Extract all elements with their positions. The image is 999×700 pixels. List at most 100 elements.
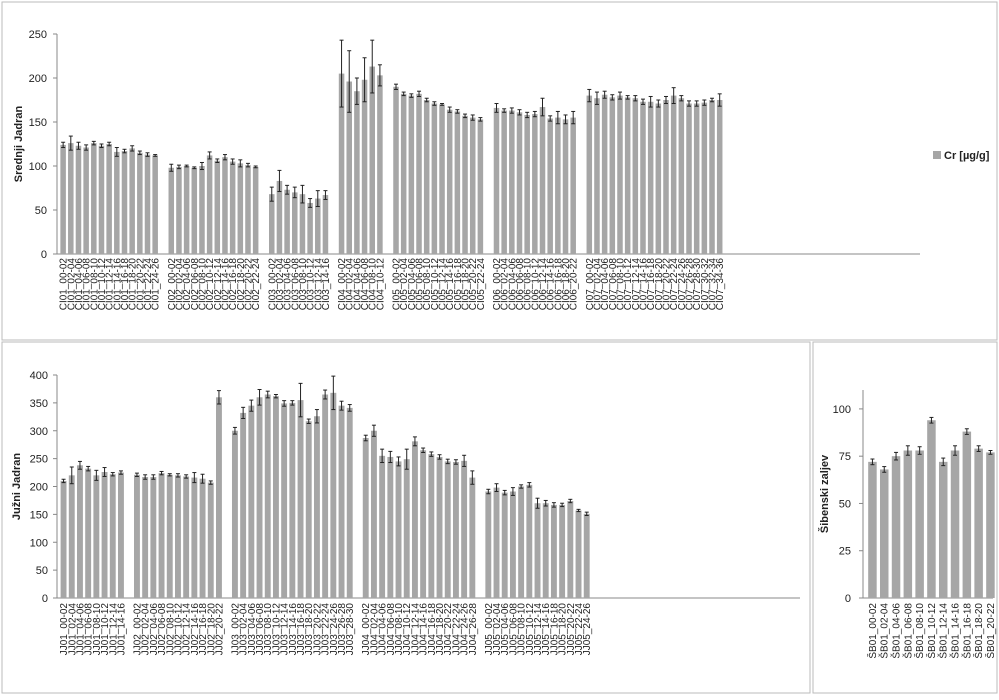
x-category-label: JJ05_22-24 — [574, 603, 585, 656]
bar — [501, 110, 507, 254]
x-category-label: JJ03_08-10 — [263, 603, 274, 656]
bar — [150, 477, 157, 598]
bar — [168, 167, 175, 254]
bar — [532, 114, 538, 254]
x-category-label: CI07_12-14 — [631, 258, 642, 311]
error-bar — [663, 95, 668, 105]
x-category-label: CI05_06-08 — [415, 258, 426, 311]
bar — [647, 101, 654, 254]
bar — [68, 143, 74, 254]
x-category-label: CI04_06-08 — [360, 258, 371, 311]
x-category-label: CI06_12-14 — [538, 258, 549, 311]
bar — [393, 86, 399, 254]
bar — [281, 403, 288, 598]
error-bar — [429, 451, 434, 457]
x-category-label: JJ04_08-10 — [394, 603, 405, 656]
bar — [462, 115, 468, 254]
x-category-label: JJ02_12-14 — [182, 603, 193, 656]
x-category-label: JJ02_06-08 — [157, 603, 168, 656]
error-bar — [347, 404, 352, 412]
bar — [183, 166, 190, 254]
y-axis-label: Šibenski zaljev — [818, 454, 831, 533]
bar — [550, 504, 557, 598]
bar — [199, 166, 205, 254]
error-bar — [502, 489, 507, 496]
bar — [452, 461, 459, 598]
y-tick-label: 200 — [29, 73, 47, 85]
x-category-label: CI02_18-20 — [236, 258, 247, 311]
y-tick-label: 300 — [30, 426, 48, 438]
x-category-label: CI01_06-08 — [82, 258, 93, 311]
x-category-label: CI07_02-04 — [592, 258, 603, 311]
bar — [338, 73, 345, 254]
error-bar — [929, 416, 934, 424]
x-category-label: ŠB01_02-04 — [878, 603, 891, 659]
error-bar — [976, 445, 981, 452]
x-category-label: CI07_14-16 — [638, 258, 649, 311]
error-bar — [238, 159, 243, 168]
error-bar — [447, 106, 452, 113]
x-category-label: CI01_10-12 — [97, 258, 108, 311]
error-bar — [625, 95, 630, 100]
bar — [562, 119, 569, 254]
x-category-label: JJ02_20-22 — [214, 603, 225, 656]
x-category-label: JJ03_20-22 — [312, 603, 323, 656]
y-tick-label: 0 — [845, 593, 851, 605]
error-bar — [265, 390, 270, 399]
x-category-label: JJ05_08-10 — [517, 603, 528, 656]
error-bar — [388, 450, 393, 464]
bar — [431, 103, 438, 255]
error-bar — [285, 184, 290, 195]
bar — [142, 477, 149, 598]
x-category-label: CI07_30-32 — [700, 258, 711, 311]
error-bar — [527, 482, 532, 488]
y-tick-label: 200 — [30, 482, 48, 494]
error-bar — [290, 400, 295, 406]
x-category-label: CI04_10-12 — [375, 258, 386, 311]
error-bar — [633, 95, 638, 102]
legend: Cr [µg/g] — [933, 150, 990, 162]
error-bar — [424, 97, 429, 103]
panel-frame-sibenski — [812, 341, 998, 694]
x-category-label: CI07_20-22 — [662, 258, 673, 311]
bar — [547, 118, 553, 254]
x-category-label: JJ03_02-04 — [239, 603, 250, 656]
bar — [428, 454, 435, 598]
x-category-label: CI04_08-10 — [368, 258, 379, 311]
error-bar — [571, 110, 576, 125]
x-category-label: CI04_00-02 — [337, 258, 348, 311]
x-category-label: ŠB01_18-20 — [972, 603, 985, 659]
error-bar — [640, 98, 645, 105]
bar — [361, 79, 368, 254]
x-category-label: CI03_02-04 — [275, 258, 286, 311]
x-category-label: JJ04_02-04 — [369, 603, 380, 656]
error-bar — [331, 375, 336, 411]
error-bar — [404, 448, 409, 470]
bar — [411, 441, 418, 598]
bar — [485, 491, 492, 598]
y-tick-label: 150 — [30, 509, 48, 521]
bar — [269, 194, 275, 254]
bar — [83, 147, 89, 254]
error-bar — [84, 144, 89, 151]
error-bar — [143, 474, 148, 480]
x-category-label: JJ03_14-16 — [288, 603, 299, 656]
error-bar — [532, 110, 537, 118]
y-tick-label: 400 — [30, 370, 48, 382]
error-bar — [107, 141, 112, 147]
y-tick-label: 150 — [29, 117, 47, 129]
x-category-label: CI05_04-06 — [407, 258, 418, 311]
x-category-label: CI02_14-16 — [220, 258, 231, 311]
error-bar — [298, 382, 303, 418]
x-category-label: JJ04_00-02 — [361, 603, 372, 656]
bar — [206, 155, 213, 254]
x-category-label: CI01_12-14 — [105, 258, 116, 311]
error-bar — [648, 95, 653, 108]
error-bar — [245, 162, 250, 168]
bar — [493, 487, 500, 598]
error-bar — [176, 164, 181, 170]
x-category-label: JJ05_24-26 — [582, 603, 593, 656]
error-bar — [671, 87, 676, 105]
error-bar — [478, 117, 483, 122]
